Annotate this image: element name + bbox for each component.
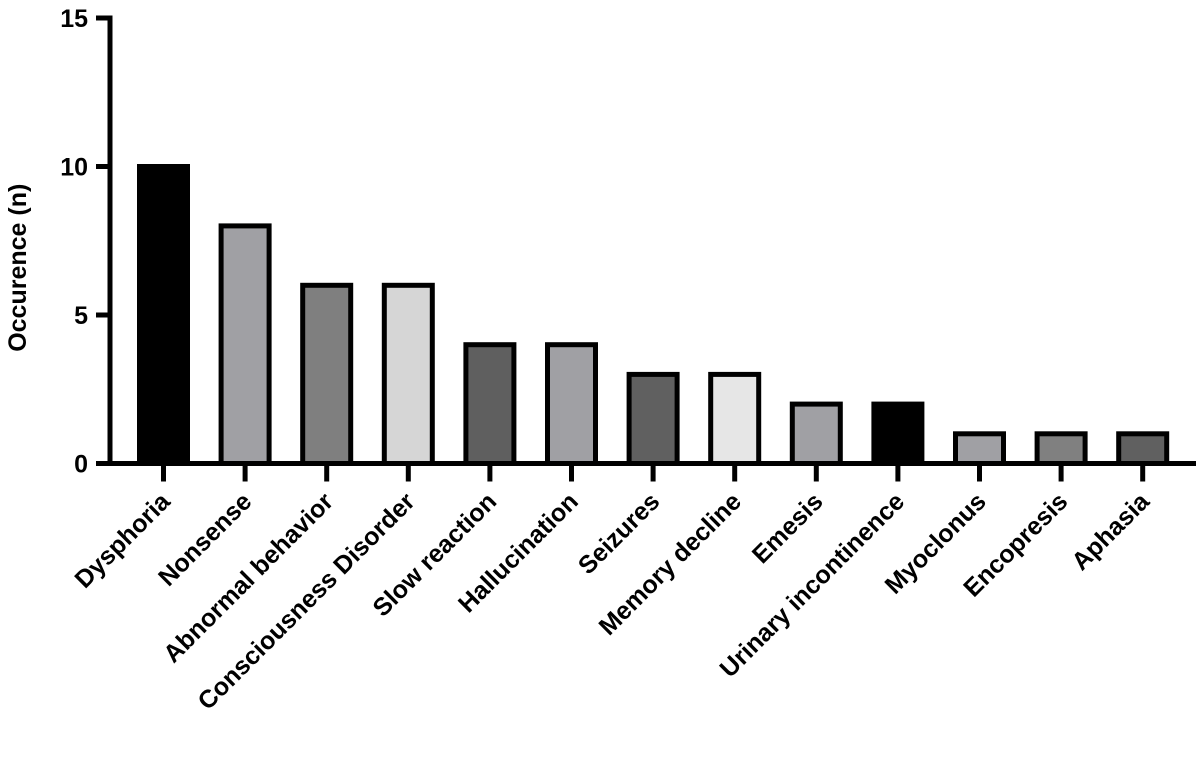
bar-encopresis [1034,431,1088,466]
bar-myoclonus [953,431,1006,466]
x-category-label: Memory decline [594,487,747,640]
bar-aphasia [1116,431,1170,466]
y-axis-title: Occurence (n) [4,184,32,352]
bar-urinary-incontinence [871,401,925,467]
y-tick-label: 10 [60,154,88,182]
bar-seizures [626,371,680,466]
y-ticks-group: 0 5 10 15 [60,5,110,479]
y-tick-label: 5 [74,302,88,330]
bar-consciousness-disorder [381,282,435,466]
y-tick-label: 15 [60,5,88,33]
bar-abnormal-behavior [300,282,354,466]
bar-memory-decline [708,371,762,466]
bar-hallucination [545,342,598,467]
bar-dysphoria [137,164,190,466]
bars-group [137,164,1170,467]
y-tick-label: 0 [74,451,88,479]
bar-slow-reaction [463,342,517,467]
x-category-label: Aphasia [1066,487,1155,576]
bar-emesis [789,401,843,467]
x-category-label: Emesis [747,487,829,569]
bar-nonsense [218,223,272,466]
